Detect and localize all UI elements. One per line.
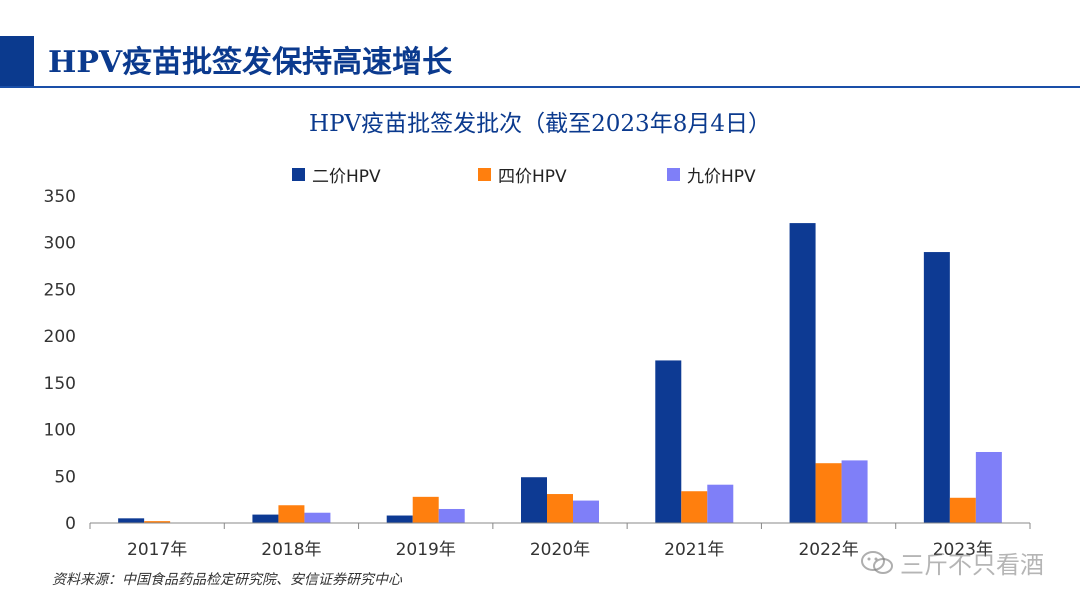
x-tick-label: 2018年 (261, 540, 321, 560)
legend-swatch-quadrivalent (478, 168, 491, 181)
bar (949, 497, 976, 523)
bar (118, 518, 145, 523)
wechat-icon (861, 550, 893, 574)
bar (521, 477, 547, 523)
x-tick-label: 2023年 (933, 540, 993, 560)
bar (438, 508, 465, 523)
legend-item-bivalent: 二价HPV (292, 162, 381, 187)
bar (412, 496, 439, 523)
y-tick-label: 50 (54, 467, 76, 487)
y-tick-label: 300 (44, 234, 76, 254)
y-tick-label: 200 (44, 327, 76, 347)
legend-label-bivalent: 二价HPV (312, 167, 381, 187)
bar (655, 360, 682, 523)
bar (573, 500, 599, 523)
x-tick-label: 2021年 (664, 540, 724, 560)
watermark: 三斤不只看酒 (860, 545, 1044, 580)
y-tick-label: 250 (44, 280, 76, 300)
chart-legend: 二价HPV 四价HPV 九价HPV (0, 162, 1080, 187)
bar (547, 494, 573, 523)
legend-swatch-bivalent (292, 168, 305, 181)
x-tick-label: 2022年 (798, 540, 858, 560)
bar (304, 512, 331, 523)
y-tick-label: 0 (65, 514, 76, 534)
bar (923, 252, 950, 524)
bar (386, 515, 413, 523)
bar (278, 505, 305, 523)
legend-label-quadrivalent: 四价HPV (498, 167, 567, 187)
bar (144, 521, 171, 523)
bar (707, 484, 734, 523)
title-divider (0, 86, 1080, 88)
title-accent-bar (0, 36, 34, 86)
bar (681, 491, 708, 523)
chart-title: HPV疫苗批签发批次（截至2023年8月4日） (309, 111, 771, 137)
source-note: 资料来源：中国食品药品检定研究院、安信证券研究中心 (52, 572, 402, 588)
legend-swatch-nonavalent (667, 168, 680, 181)
legend-label-nonavalent: 九价HPV (687, 167, 756, 187)
bar (815, 463, 842, 523)
y-tick-label: 100 (44, 421, 76, 441)
watermark-text: 三斤不只看酒 (900, 551, 1044, 579)
y-tick-label: 150 (44, 374, 76, 394)
legend-item-nonavalent: 九价HPV (667, 162, 756, 187)
x-tick-label: 2019年 (396, 540, 456, 560)
x-tick-label: 2020年 (530, 540, 590, 560)
bar (975, 451, 1002, 523)
page-title: HPV疫苗批签发保持高速增长 (48, 45, 453, 80)
bar (252, 514, 279, 523)
legend-item-quadrivalent: 四价HPV (478, 162, 567, 187)
x-tick-label: 2017年 (127, 540, 187, 560)
bar (789, 223, 816, 523)
bar (841, 460, 868, 523)
bar-chart: 0 50 100 150 200 250 300 350 2017年 2018年 2019年 2020… (44, 187, 1031, 560)
y-tick-label: 350 (44, 187, 76, 207)
